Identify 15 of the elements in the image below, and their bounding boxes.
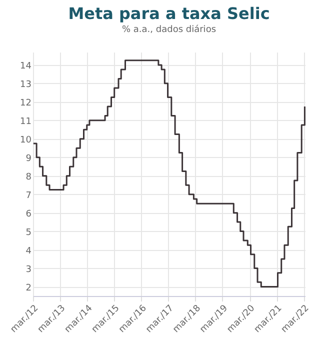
y-tick-label: 2 [26,283,32,294]
y-tick-label: 13 [20,80,32,90]
y-tick-label: 3 [26,264,32,275]
y-tick-label: 10 [20,135,32,146]
y-tick-label: 14 [20,61,32,72]
y-tick-label: 5 [26,228,32,238]
chart-title: Meta para a taxa Selic [68,4,270,23]
y-tick-label: 9 [26,154,32,164]
y-tick-label: 12 [20,98,32,108]
y-tick-label: 4 [26,246,32,256]
y-tick-label: 11 [20,116,32,127]
chart-subtitle: % a.a., dados diários [122,24,216,35]
y-tick-label: 6 [26,209,32,220]
y-tick-label: 7 [26,190,32,201]
y-tick-label: 8 [26,172,32,182]
